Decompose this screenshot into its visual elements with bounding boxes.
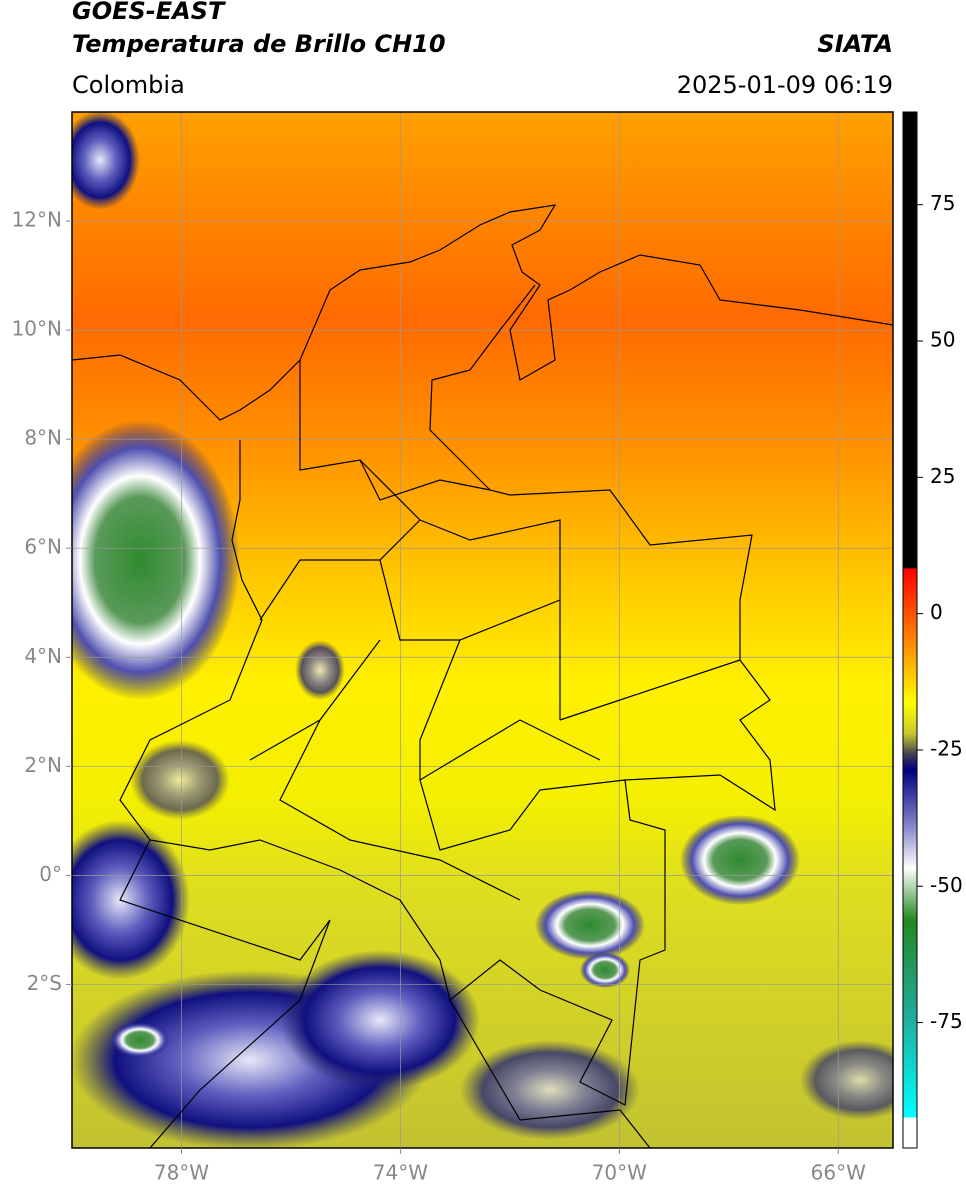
department-lines xyxy=(249,360,741,901)
colorbar-tick-label: -50 xyxy=(930,873,963,897)
y-tick-label: 2°S xyxy=(27,971,62,995)
y-tick-label: 4°N xyxy=(24,644,62,668)
title: GOES-EAST xyxy=(72,0,226,25)
y-tick-label: 6°N xyxy=(24,535,62,559)
y-tick-label: 0° xyxy=(39,862,62,886)
y-tick-label: 2°N xyxy=(24,753,62,777)
ecuador-peru-border xyxy=(119,839,651,1148)
source: SIATA xyxy=(817,30,893,58)
colombia-border xyxy=(119,284,776,1106)
x-tick-label: 74°W xyxy=(373,1161,428,1185)
x-tick-label: 66°W xyxy=(811,1161,866,1185)
colorbar-tick-label: 25 xyxy=(930,464,955,488)
grid xyxy=(72,112,893,1148)
x-tick-label: 70°W xyxy=(592,1161,647,1185)
colorbar-tick-label: -25 xyxy=(930,736,963,760)
region: Colombia xyxy=(72,71,185,99)
colorbar-tick-label: 0 xyxy=(930,600,943,624)
map-frame xyxy=(71,111,894,1149)
satellite-image xyxy=(72,112,893,1148)
coastline xyxy=(72,204,893,421)
colorbar-tick-label: 75 xyxy=(930,191,955,215)
y-tick-label: 8°N xyxy=(24,426,62,450)
y-tick-label: 12°N xyxy=(12,208,62,232)
x-tick-label: 78°W xyxy=(154,1161,209,1185)
timestamp: 2025-01-09 06:19 xyxy=(677,71,893,99)
colorbar-tick-label: -75 xyxy=(930,1009,963,1033)
colorbar xyxy=(902,111,918,1149)
colorbar-tick-label: 50 xyxy=(930,328,955,352)
y-tick-label: 10°N xyxy=(12,317,62,341)
subtitle: Temperatura de Brillo CH10 xyxy=(72,30,446,58)
